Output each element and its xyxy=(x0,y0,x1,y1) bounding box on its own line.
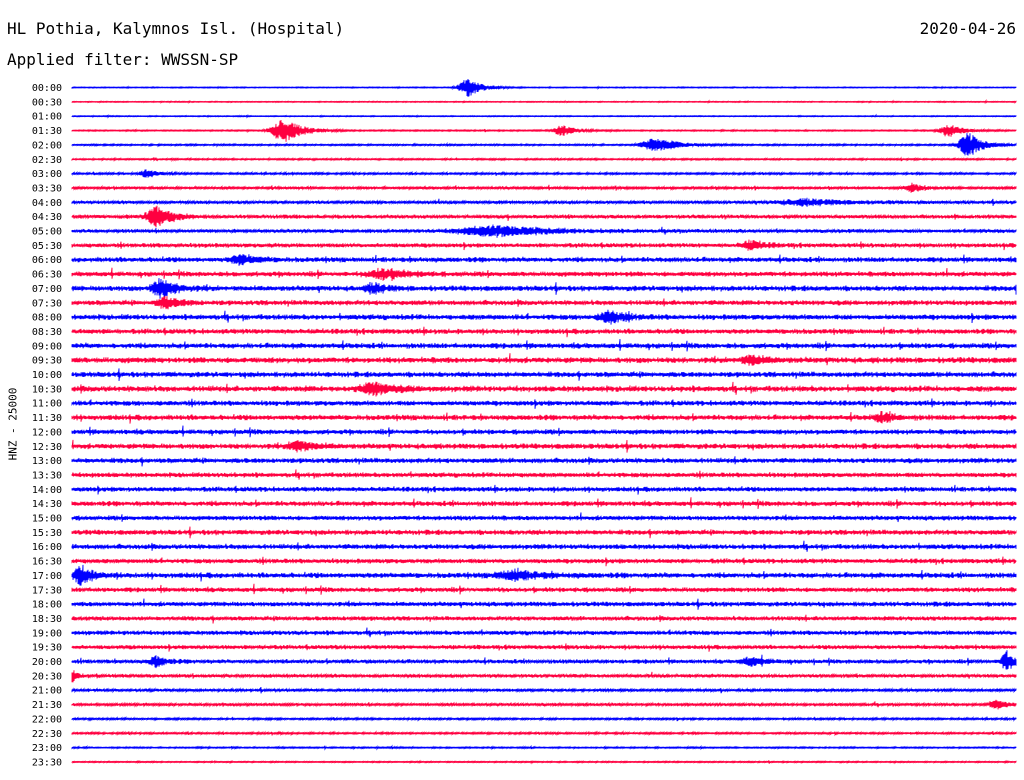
tick-label: 12:30 xyxy=(32,442,62,453)
tick-label: 15:00 xyxy=(32,514,62,525)
tick-label: 00:30 xyxy=(32,97,62,108)
station-title: HL Pothia, Kalymnos Isl. (Hospital) xyxy=(7,19,345,38)
tick-label: 19:00 xyxy=(32,628,62,639)
tick-label: 11:30 xyxy=(32,413,62,424)
tick-label: 15:30 xyxy=(32,528,62,539)
tick-label: 13:30 xyxy=(32,470,62,481)
tick-label: 14:30 xyxy=(32,499,62,510)
tick-label: 09:00 xyxy=(32,341,62,352)
tick-label: 04:30 xyxy=(32,212,62,223)
tick-label: 04:00 xyxy=(32,198,62,209)
tick-label: 21:30 xyxy=(32,700,62,711)
tick-label: 19:30 xyxy=(32,643,62,654)
record-date: 2020-04-26 xyxy=(919,19,1016,38)
tick-label: 18:00 xyxy=(32,600,62,611)
trace-2000 xyxy=(71,650,1017,670)
tick-label: 06:30 xyxy=(32,270,62,281)
tick-label: 09:30 xyxy=(32,356,62,367)
tick-label: 22:00 xyxy=(32,714,62,725)
tick-label: 16:00 xyxy=(32,542,62,553)
tick-label: 11:00 xyxy=(32,399,62,410)
tick-label: 05:00 xyxy=(32,227,62,238)
tick-label: 23:00 xyxy=(32,743,62,754)
tick-label: 07:30 xyxy=(32,298,62,309)
tick-label: 21:00 xyxy=(32,686,62,697)
tick-label: 10:00 xyxy=(32,370,62,381)
trace-1300 xyxy=(71,456,1017,467)
tick-label: 03:00 xyxy=(32,169,62,180)
filter-label: Applied filter: WWSSN-SP xyxy=(7,50,239,69)
tick-label: 01:00 xyxy=(32,112,62,123)
tick-label: 01:30 xyxy=(32,126,62,137)
tick-label: 06:00 xyxy=(32,255,62,266)
tick-label: 10:30 xyxy=(32,384,62,395)
tick-label: 17:00 xyxy=(32,571,62,582)
tick-label: 16:30 xyxy=(32,557,62,568)
tick-label: 02:30 xyxy=(32,155,62,166)
tick-label: 22:30 xyxy=(32,729,62,740)
tick-label: 05:30 xyxy=(32,241,62,252)
tick-label: 17:30 xyxy=(32,585,62,596)
tick-label: 20:00 xyxy=(32,657,62,668)
tick-label: 00:00 xyxy=(32,83,62,94)
tick-label: 18:30 xyxy=(32,614,62,625)
tick-label: 13:00 xyxy=(32,456,62,467)
tick-label: 23:30 xyxy=(32,757,62,768)
tick-label: 07:00 xyxy=(32,284,62,295)
tick-label: 02:00 xyxy=(32,140,62,151)
tick-label: 08:00 xyxy=(32,313,62,324)
tick-label: 08:30 xyxy=(32,327,62,338)
tick-label: 14:00 xyxy=(32,485,62,496)
tick-label: 20:30 xyxy=(32,671,62,682)
tick-label: 03:30 xyxy=(32,183,62,194)
tick-label: 12:00 xyxy=(32,427,62,438)
trace-0930 xyxy=(71,353,1017,366)
trace-1500 xyxy=(71,512,1017,523)
